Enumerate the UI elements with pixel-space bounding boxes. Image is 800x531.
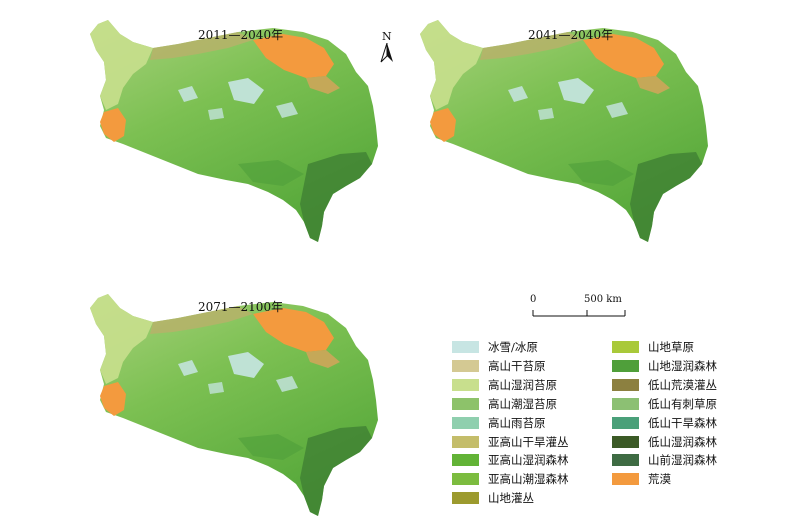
map-panel-2071-2100 [78,288,388,528]
legend-swatch [452,416,479,429]
map-title: 2011—2040年 [198,28,284,42]
legend-swatch [452,341,479,353]
map-panel-2041-2070 [408,14,718,254]
legend-label: 山地湿润森林 [648,358,717,373]
legend-swatch [612,435,639,448]
map-title: 2071—2100年 [198,300,284,314]
legend-swatch [452,397,479,410]
north-arrow-icon [380,43,393,63]
legend-swatch [452,473,479,486]
legend-label: 山前湿润森林 [648,453,717,468]
legend-label: 高山雨苔原 [488,415,546,430]
legend-label: 低山有刺草原 [648,396,717,411]
legend-label: 高山干苔原 [488,358,546,373]
north-label: N [382,30,392,43]
plateau-map [90,20,378,242]
map-panel-2011-2040 [78,14,388,254]
north-arrow: N [380,30,394,64]
legend-label: 山地灌丛 [488,491,534,506]
map-title: 2041—2040年 [528,28,614,42]
legend-swatch [612,341,639,353]
legend-swatch [452,359,479,372]
scale-end-label: 500 km [584,294,622,305]
legend-label: 亚高山干旱灌丛 [488,434,569,449]
legend-label: 亚高山湿润森林 [488,453,569,468]
legend-label: 高山潮湿苔原 [488,396,557,411]
scale-start-label: 0 [530,294,537,305]
legend-swatch [452,435,479,448]
legend-label: 冰雪/冰原 [488,340,538,354]
legend-swatch [612,473,639,486]
legend-label: 山地草原 [648,340,694,354]
scale-bar: 0 500 km [519,294,639,318]
legend-swatch [452,492,479,505]
legend-swatch [612,454,639,467]
legend-swatch [612,416,639,429]
legend-label: 亚高山潮湿森林 [488,472,569,487]
legend-swatch [452,378,479,391]
legend-swatch [612,359,639,372]
plateau-map [420,20,708,242]
legend-label: 低山荒漠灌丛 [648,377,717,392]
plateau-map [90,294,378,516]
scale-bar-line [532,310,626,317]
legend-swatch [612,378,639,391]
legend-label: 荒漠 [648,472,671,487]
legend-swatch [612,397,639,410]
legend-label: 高山湿润苔原 [488,377,557,392]
legend-label: 低山干旱森林 [648,415,717,430]
legend-swatch [452,454,479,467]
legend-label: 低山湿润森林 [648,434,717,449]
